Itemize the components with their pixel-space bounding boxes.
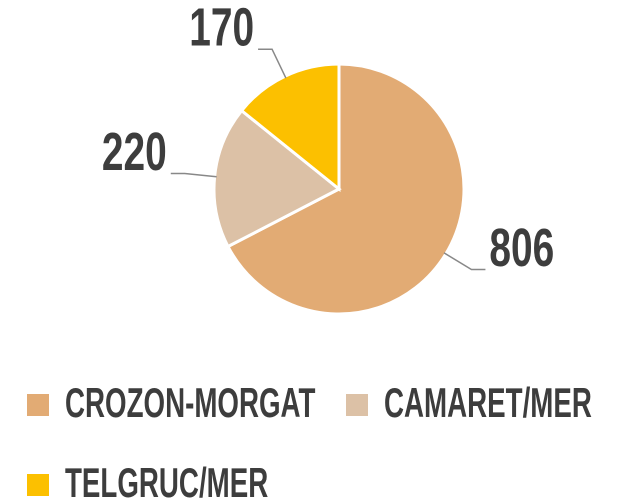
legend-label: TELGRUC/MER bbox=[65, 459, 268, 500]
legend-label: CROZON-MORGAT bbox=[65, 379, 316, 426]
data-label: 806 bbox=[489, 216, 554, 277]
data-label: 220 bbox=[102, 120, 167, 181]
legend-swatch bbox=[27, 394, 49, 416]
leader-line bbox=[170, 172, 217, 178]
data-label: 170 bbox=[189, 0, 254, 57]
legend-swatch bbox=[27, 474, 49, 496]
leader-line bbox=[443, 252, 486, 271]
leader-line bbox=[258, 48, 287, 79]
legend-swatch bbox=[346, 394, 368, 416]
legend-label: CAMARET/MER bbox=[384, 379, 592, 426]
